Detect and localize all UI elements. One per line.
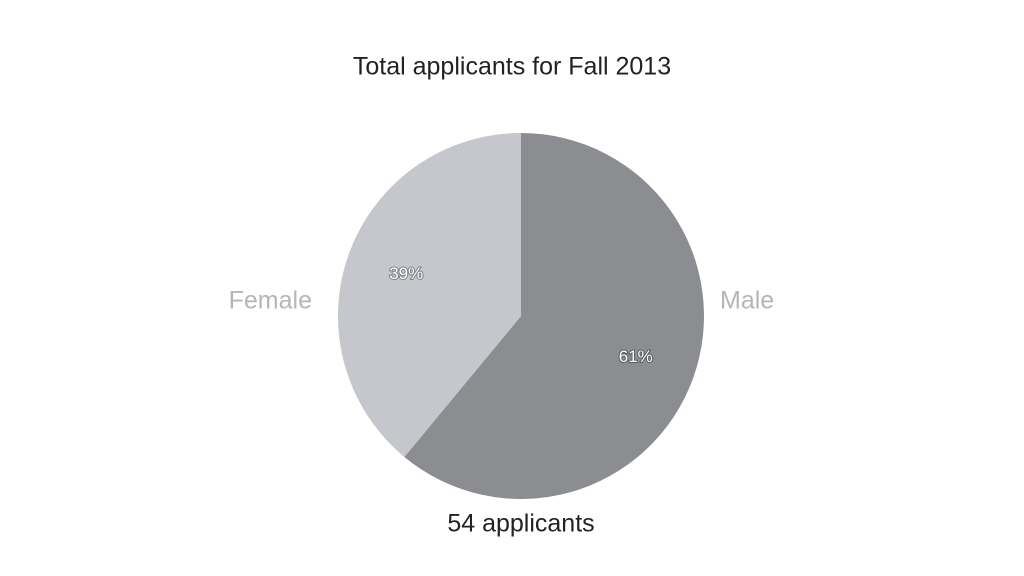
chart-title: Total applicants for Fall 2013 — [353, 53, 671, 81]
value-label: 39% — [389, 264, 423, 283]
category-label: Female — [229, 287, 312, 315]
annotation: 54 applicants — [447, 510, 594, 538]
value-label: 61% — [619, 347, 653, 366]
pie-slice — [338, 133, 521, 458]
pie-slice — [404, 133, 704, 500]
category-label: Male — [720, 287, 774, 315]
